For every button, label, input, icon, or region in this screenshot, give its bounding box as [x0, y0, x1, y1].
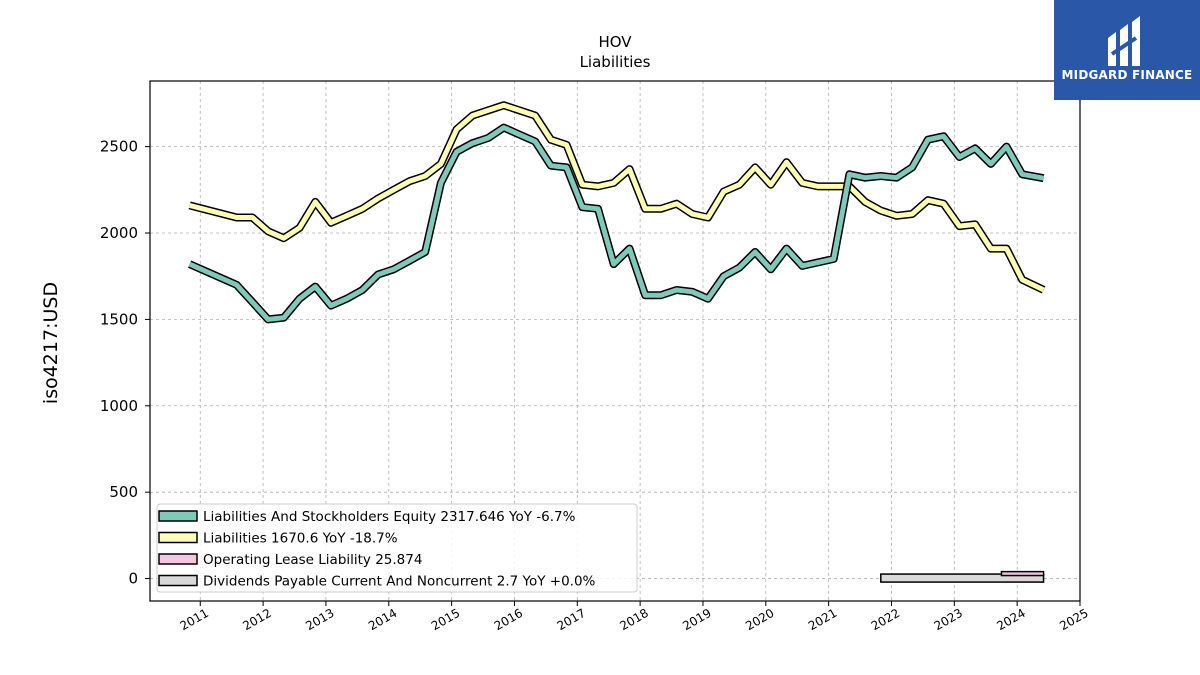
- x-tick-label: 2021: [806, 606, 839, 633]
- legend-entry: Dividends Payable Current And Noncurrent…: [203, 574, 596, 590]
- chart-title: HOV: [598, 33, 632, 51]
- series-dividends-payable: [880, 573, 1045, 583]
- legend-entry: Liabilities And Stockholders Equity 2317…: [203, 509, 576, 525]
- y-tick-label: 1500: [100, 310, 138, 328]
- x-tick-label: 2023: [932, 606, 965, 633]
- x-tick-label: 2020: [743, 606, 776, 633]
- legend-entry: Operating Lease Liability 25.874: [203, 552, 422, 568]
- x-tick-label: 2012: [240, 606, 273, 633]
- x-tick-label: 2016: [492, 606, 525, 633]
- x-tick-label: 2017: [555, 606, 588, 633]
- legend-swatch: [158, 553, 198, 565]
- x-tick-label: 2014: [366, 606, 399, 633]
- x-tick-label: 2019: [680, 606, 713, 633]
- x-axis: 2011 2012 2013 2014 2015 2016 2017 2018 2019 2020…: [178, 601, 1091, 633]
- x-tick-label: 2024: [994, 606, 1027, 633]
- y-tick-label: 500: [109, 483, 138, 501]
- legend-swatch: [158, 510, 198, 522]
- plot-frame: [149, 80, 1081, 602]
- y-tick-label: 2500: [100, 138, 138, 156]
- legend-swatch: [158, 574, 198, 587]
- legend-swatch: [158, 531, 198, 544]
- logo-mark-icon: [1108, 16, 1140, 66]
- y-axis-label: iso4217:USD: [40, 282, 62, 404]
- chart-subtitle: Liabilities: [580, 53, 651, 71]
- y-tick-label: 0: [128, 570, 138, 588]
- y-tick-label: 2000: [100, 224, 138, 242]
- x-tick-label: 2011: [178, 606, 211, 633]
- series-operating-lease-liability: [1000, 570, 1045, 577]
- y-tick-label: 1000: [100, 397, 138, 415]
- grid: [150, 81, 1081, 601]
- x-tick-label: 2018: [617, 606, 650, 633]
- legend: Liabilities And Stockholders Equity 2317…: [156, 503, 638, 593]
- legend-entry: Liabilities 1670.6 YoY -18.7%: [203, 531, 398, 547]
- logo-text: MIDGARD FINANCE: [1061, 68, 1193, 82]
- series-liabilities-and-stockholders-equity-line: [188, 125, 1045, 322]
- series-layer: [187, 101, 1046, 583]
- y-axis: 0 500 1000 1500 2000 2500: [100, 138, 150, 588]
- legend-box: [156, 503, 638, 593]
- x-tick-label: 2025: [1057, 606, 1090, 633]
- x-tick-label: 2013: [303, 606, 336, 633]
- series-liabilities-line: [188, 102, 1045, 293]
- x-tick-label: 2015: [429, 606, 462, 633]
- x-tick-label: 2022: [869, 606, 902, 633]
- brand-logo: MIDGARD FINANCE: [1054, 0, 1200, 100]
